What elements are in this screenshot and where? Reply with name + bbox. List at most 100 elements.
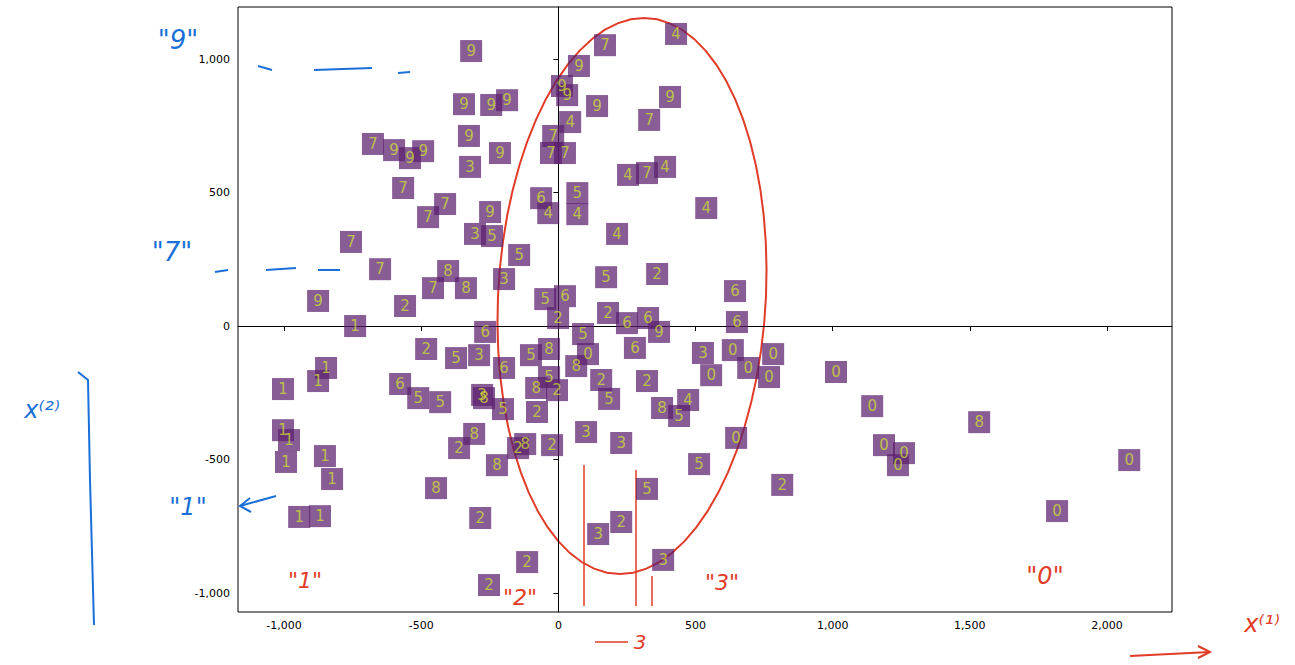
svg-text:8: 8	[571, 357, 581, 375]
svg-text:1,000: 1,000	[199, 53, 231, 66]
svg-text:8: 8	[431, 479, 441, 497]
svg-text:6: 6	[395, 375, 405, 393]
svg-text:6: 6	[730, 282, 740, 300]
svg-text:9: 9	[313, 292, 323, 310]
svg-text:7: 7	[642, 164, 652, 182]
svg-text:1: 1	[350, 317, 360, 335]
svg-text:4: 4	[573, 205, 583, 223]
svg-text:5: 5	[578, 325, 588, 343]
svg-text:4: 4	[543, 204, 553, 222]
svg-text:6: 6	[643, 309, 653, 327]
svg-text:5: 5	[573, 184, 583, 202]
svg-text:0: 0	[728, 341, 738, 359]
svg-text:1: 1	[278, 380, 288, 398]
svg-text:1: 1	[320, 447, 330, 465]
svg-text:9: 9	[459, 95, 469, 113]
svg-text:8: 8	[443, 262, 453, 280]
svg-text:2: 2	[553, 309, 563, 327]
svg-text:2: 2	[475, 509, 485, 527]
svg-text:4: 4	[660, 158, 670, 176]
svg-text:7: 7	[546, 144, 556, 162]
svg-text:7: 7	[644, 111, 654, 129]
svg-text:3: 3	[634, 630, 647, 654]
svg-text:"1": "1"	[169, 493, 206, 521]
svg-text:1: 1	[294, 508, 304, 526]
svg-text:1,000: 1,000	[817, 619, 849, 632]
svg-text:1: 1	[315, 507, 325, 525]
svg-text:9: 9	[464, 127, 474, 145]
svg-text:0: 0	[879, 436, 889, 454]
svg-text:9: 9	[389, 141, 399, 159]
svg-text:2: 2	[596, 371, 606, 389]
svg-text:7: 7	[368, 135, 378, 153]
svg-text:6: 6	[499, 359, 509, 377]
svg-text:4: 4	[701, 199, 711, 217]
svg-text:8: 8	[520, 435, 530, 453]
svg-text:3: 3	[616, 434, 626, 452]
svg-text:9: 9	[405, 149, 415, 167]
svg-text:3: 3	[499, 270, 509, 288]
svg-text:5: 5	[413, 389, 423, 407]
svg-text:"0": "0"	[1026, 562, 1063, 590]
svg-text:2: 2	[642, 372, 652, 390]
svg-text:1: 1	[327, 470, 337, 488]
svg-text:9: 9	[486, 96, 496, 114]
svg-text:9: 9	[502, 91, 512, 109]
svg-text:4: 4	[565, 113, 575, 131]
svg-text:5: 5	[674, 407, 684, 425]
svg-text:2,000: 2,000	[1091, 619, 1123, 632]
svg-text:500: 500	[685, 619, 706, 632]
svg-text:0: 0	[743, 359, 753, 377]
svg-text:1: 1	[313, 372, 323, 390]
svg-text:3: 3	[465, 158, 475, 176]
svg-text:"3": "3"	[705, 570, 739, 595]
svg-text:0: 0	[831, 363, 841, 381]
svg-text:2: 2	[400, 297, 410, 315]
svg-text:x⁽¹⁾: x⁽¹⁾	[1243, 610, 1280, 638]
svg-text:-500: -500	[409, 619, 434, 632]
svg-text:8: 8	[974, 413, 984, 431]
svg-text:9: 9	[574, 57, 584, 75]
svg-text:5: 5	[487, 227, 497, 245]
svg-text:8: 8	[544, 340, 554, 358]
svg-text:3: 3	[658, 551, 668, 569]
svg-text:2: 2	[603, 304, 613, 322]
svg-text:-1,000: -1,000	[266, 619, 301, 632]
svg-text:6: 6	[622, 314, 632, 332]
svg-text:5: 5	[526, 346, 536, 364]
svg-text:1,500: 1,500	[954, 619, 986, 632]
svg-text:3: 3	[698, 344, 708, 362]
svg-text:0: 0	[555, 619, 562, 632]
svg-text:2: 2	[652, 265, 662, 283]
svg-text:3: 3	[470, 225, 480, 243]
svg-text:4: 4	[671, 25, 681, 43]
svg-text:7: 7	[428, 279, 438, 297]
svg-text:7: 7	[423, 208, 433, 226]
svg-text:4: 4	[623, 166, 633, 184]
svg-text:0: 0	[1052, 502, 1062, 520]
svg-text:8: 8	[531, 379, 541, 397]
svg-text:3: 3	[593, 525, 603, 543]
svg-text:2: 2	[484, 576, 494, 594]
svg-text:9: 9	[592, 97, 602, 115]
svg-text:0: 0	[731, 429, 741, 447]
svg-text:7: 7	[375, 260, 385, 278]
svg-text:"1": "1"	[288, 568, 322, 593]
svg-text:500: 500	[209, 186, 230, 199]
svg-text:9: 9	[654, 323, 664, 341]
svg-text:0: 0	[768, 345, 778, 363]
svg-text:9: 9	[562, 86, 572, 104]
svg-text:0: 0	[867, 397, 877, 415]
svg-text:1: 1	[281, 453, 291, 471]
svg-text:4: 4	[612, 225, 622, 243]
svg-text:2: 2	[454, 439, 464, 457]
svg-text:1: 1	[284, 431, 294, 449]
svg-text:8: 8	[461, 279, 471, 297]
svg-text:5: 5	[642, 480, 652, 498]
svg-text:7: 7	[600, 36, 610, 54]
svg-text:7: 7	[398, 179, 408, 197]
svg-text:"7": "7"	[152, 237, 192, 267]
svg-text:5: 5	[451, 349, 461, 367]
svg-text:5: 5	[435, 393, 445, 411]
svg-text:0: 0	[764, 368, 774, 386]
